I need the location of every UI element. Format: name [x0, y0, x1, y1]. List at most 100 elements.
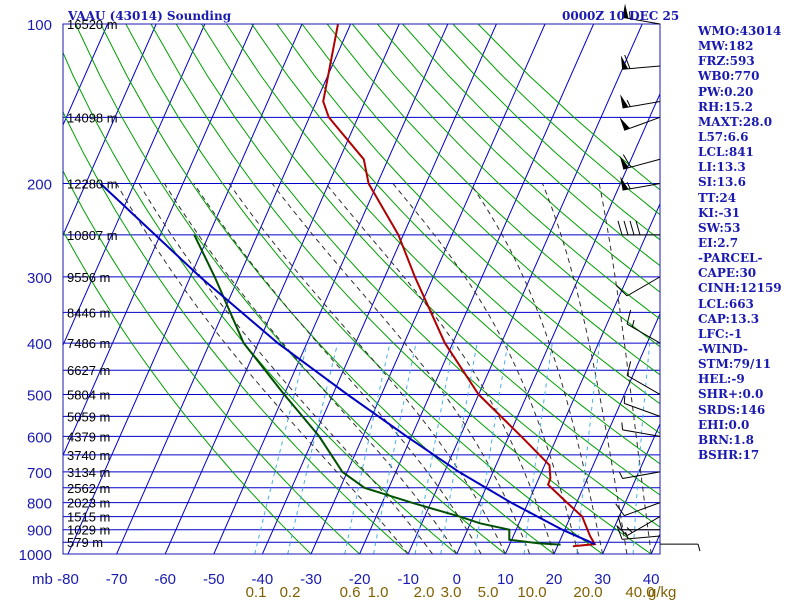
- height-label: 2562 m: [67, 481, 110, 496]
- index-item: EHI:0.0: [698, 417, 750, 432]
- index-item: CAP:13.3: [698, 311, 760, 326]
- wind-barb-flag: [620, 94, 629, 109]
- dry-adiabat: [150, 24, 652, 554]
- temperature-profile: [322, 24, 597, 548]
- wind-barb: [660, 543, 701, 552]
- wind-barb: [617, 220, 660, 236]
- temp-tick-label: -40: [252, 571, 274, 588]
- pressure-tick-label: 100: [27, 17, 52, 34]
- height-label: 9556 m: [67, 270, 110, 285]
- index-item: LCL:841: [698, 145, 754, 160]
- isotherm-line: [116, 24, 352, 554]
- wind-barb-staff: [626, 323, 661, 344]
- dry-adiabat: [75, 24, 506, 554]
- wind-barb: [616, 276, 661, 297]
- pressure-tick-label: 800: [27, 496, 52, 513]
- wind-barb-flag: [619, 155, 630, 170]
- wind-barb-flag: [620, 176, 629, 191]
- wind-barb-feather: [616, 525, 628, 536]
- height-label: 16520 m: [67, 17, 118, 32]
- wind-barb: [620, 176, 661, 191]
- isotherm-line: [553, 312, 660, 554]
- isotherm-line: [63, 24, 254, 457]
- wind-barb-half-feather: [631, 319, 635, 328]
- wind-barb-half-feather: [621, 422, 624, 430]
- height-label: 5059 m: [67, 409, 110, 424]
- pressure-tick-label: 300: [27, 270, 52, 287]
- isotherm-line: [359, 24, 595, 554]
- temp-tick-label: -10: [397, 571, 419, 588]
- height-label: 14098 m: [67, 110, 118, 125]
- valid-time: 0000Z 10 DEC 25: [562, 9, 680, 23]
- mixing-ratio-unit: g/kg: [648, 584, 676, 600]
- mixing-ratio-line: [373, 342, 417, 554]
- height-label: 579 m: [67, 535, 103, 550]
- wind-barb-staff: [622, 429, 661, 437]
- index-item: BSHR:17: [698, 447, 760, 462]
- index-item: WB0:770: [698, 69, 760, 84]
- temp-tick-label: 0: [453, 571, 461, 588]
- dry-adiabat: [351, 24, 660, 320]
- wind-barb-half-feather: [697, 543, 701, 552]
- moist-adiabat: [193, 183, 482, 554]
- dry-adiabat: [301, 24, 660, 376]
- temp-tick-label: -50: [203, 571, 225, 588]
- dry-adiabat: [326, 24, 660, 348]
- mixing-ratio-label: 0.2: [280, 584, 301, 600]
- wind-barb-staff: [624, 402, 661, 417]
- wind-barb-feather: [622, 154, 632, 168]
- mixing-ratio-line: [474, 343, 509, 554]
- moist-adiabat: [469, 183, 604, 554]
- isotherm-line: [63, 24, 206, 347]
- index-item: FRZ:593: [698, 54, 755, 69]
- index-item: SW:53: [698, 220, 741, 235]
- wind-barb: [621, 422, 661, 437]
- plot-lines: [63, 24, 660, 554]
- index-item: MAXT:28.0: [698, 114, 773, 129]
- wind-barb: [622, 3, 661, 25]
- wind-barb-half-feather: [618, 471, 624, 479]
- wind-barb-feather: [635, 220, 641, 236]
- index-item: SRDS:146: [698, 402, 766, 417]
- index-item: MW:182: [698, 39, 754, 54]
- index-item: CAPE:30: [698, 266, 757, 281]
- isotherm-line: [504, 202, 660, 554]
- mixing-ratio-line: [576, 343, 601, 554]
- mixing-ratio-label: 0.6: [340, 584, 361, 600]
- pressure-unit-label: mb: [32, 571, 53, 588]
- height-label: 6627 m: [67, 363, 110, 378]
- mixing-ratio-line: [287, 342, 339, 554]
- wind-barb: [619, 154, 661, 170]
- mixing-ratio-line: [414, 343, 455, 554]
- index-item: RH:15.2: [698, 99, 753, 114]
- wind-barb-feather: [626, 361, 632, 376]
- wind-barb: [618, 471, 661, 479]
- index-item: LI:13.3: [698, 160, 746, 175]
- index-item: STM:79/11: [698, 357, 772, 372]
- index-item: KI:-31: [698, 205, 741, 220]
- wind-barb-staff: [622, 471, 661, 479]
- height-label: 3740 m: [67, 448, 110, 463]
- mixing-ratio-label: 3.0: [441, 584, 462, 600]
- wind-barb: [623, 396, 661, 417]
- wind-barb-staff: [626, 276, 661, 297]
- height-label: 7486 m: [67, 336, 110, 351]
- wind-barb-half-feather: [626, 99, 631, 107]
- isotherm-line: [213, 24, 449, 554]
- index-item: HEL:-9: [698, 372, 745, 387]
- temp-tick-label: -70: [106, 571, 128, 588]
- pressure-tick-label: 500: [27, 387, 52, 404]
- dry-adiabat: [402, 24, 660, 267]
- height-label: 4379 m: [67, 429, 110, 444]
- index-item: -WIND-: [698, 341, 748, 356]
- temp-tick-label: 20: [546, 571, 563, 588]
- wind-barb-feather: [617, 515, 623, 530]
- index-item: WMO:43014: [698, 24, 782, 38]
- temp-tick-label: -80: [57, 571, 79, 588]
- temp-tick-label: 30: [594, 571, 611, 588]
- wind-barb: [620, 94, 661, 109]
- wind-barb-feather: [615, 503, 625, 516]
- moist-adiabat: [325, 183, 555, 554]
- wind-barb-staff: [622, 65, 661, 70]
